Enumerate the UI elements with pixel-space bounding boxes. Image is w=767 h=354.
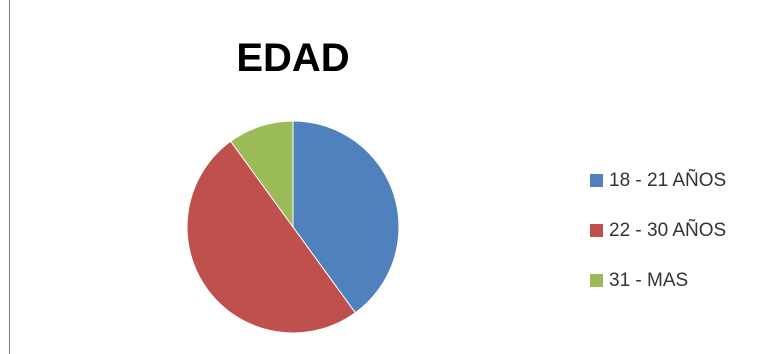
legend-swatch-1 bbox=[590, 224, 603, 237]
chart-legend: 18 - 21 AÑOS 22 - 30 AÑOS 31 - MAS bbox=[590, 166, 726, 316]
pie-slice-1 bbox=[186, 140, 357, 334]
chart-title: EDAD bbox=[236, 36, 350, 80]
legend-swatch-2 bbox=[590, 274, 603, 287]
legend-swatch-0 bbox=[590, 174, 603, 187]
legend-label-2: 31 - MAS bbox=[609, 269, 689, 291]
pie-slice-2 bbox=[229, 120, 294, 229]
pie-slice-0 bbox=[292, 120, 400, 314]
chart-frame-border bbox=[9, 0, 10, 354]
legend-item-1: 22 - 30 AÑOS bbox=[590, 216, 726, 245]
legend-item-0: 18 - 21 AÑOS bbox=[590, 166, 726, 195]
legend-item-2: 31 - MAS bbox=[590, 266, 726, 295]
legend-label-0: 18 - 21 AÑOS bbox=[609, 169, 727, 191]
legend-label-1: 22 - 30 AÑOS bbox=[609, 219, 727, 241]
